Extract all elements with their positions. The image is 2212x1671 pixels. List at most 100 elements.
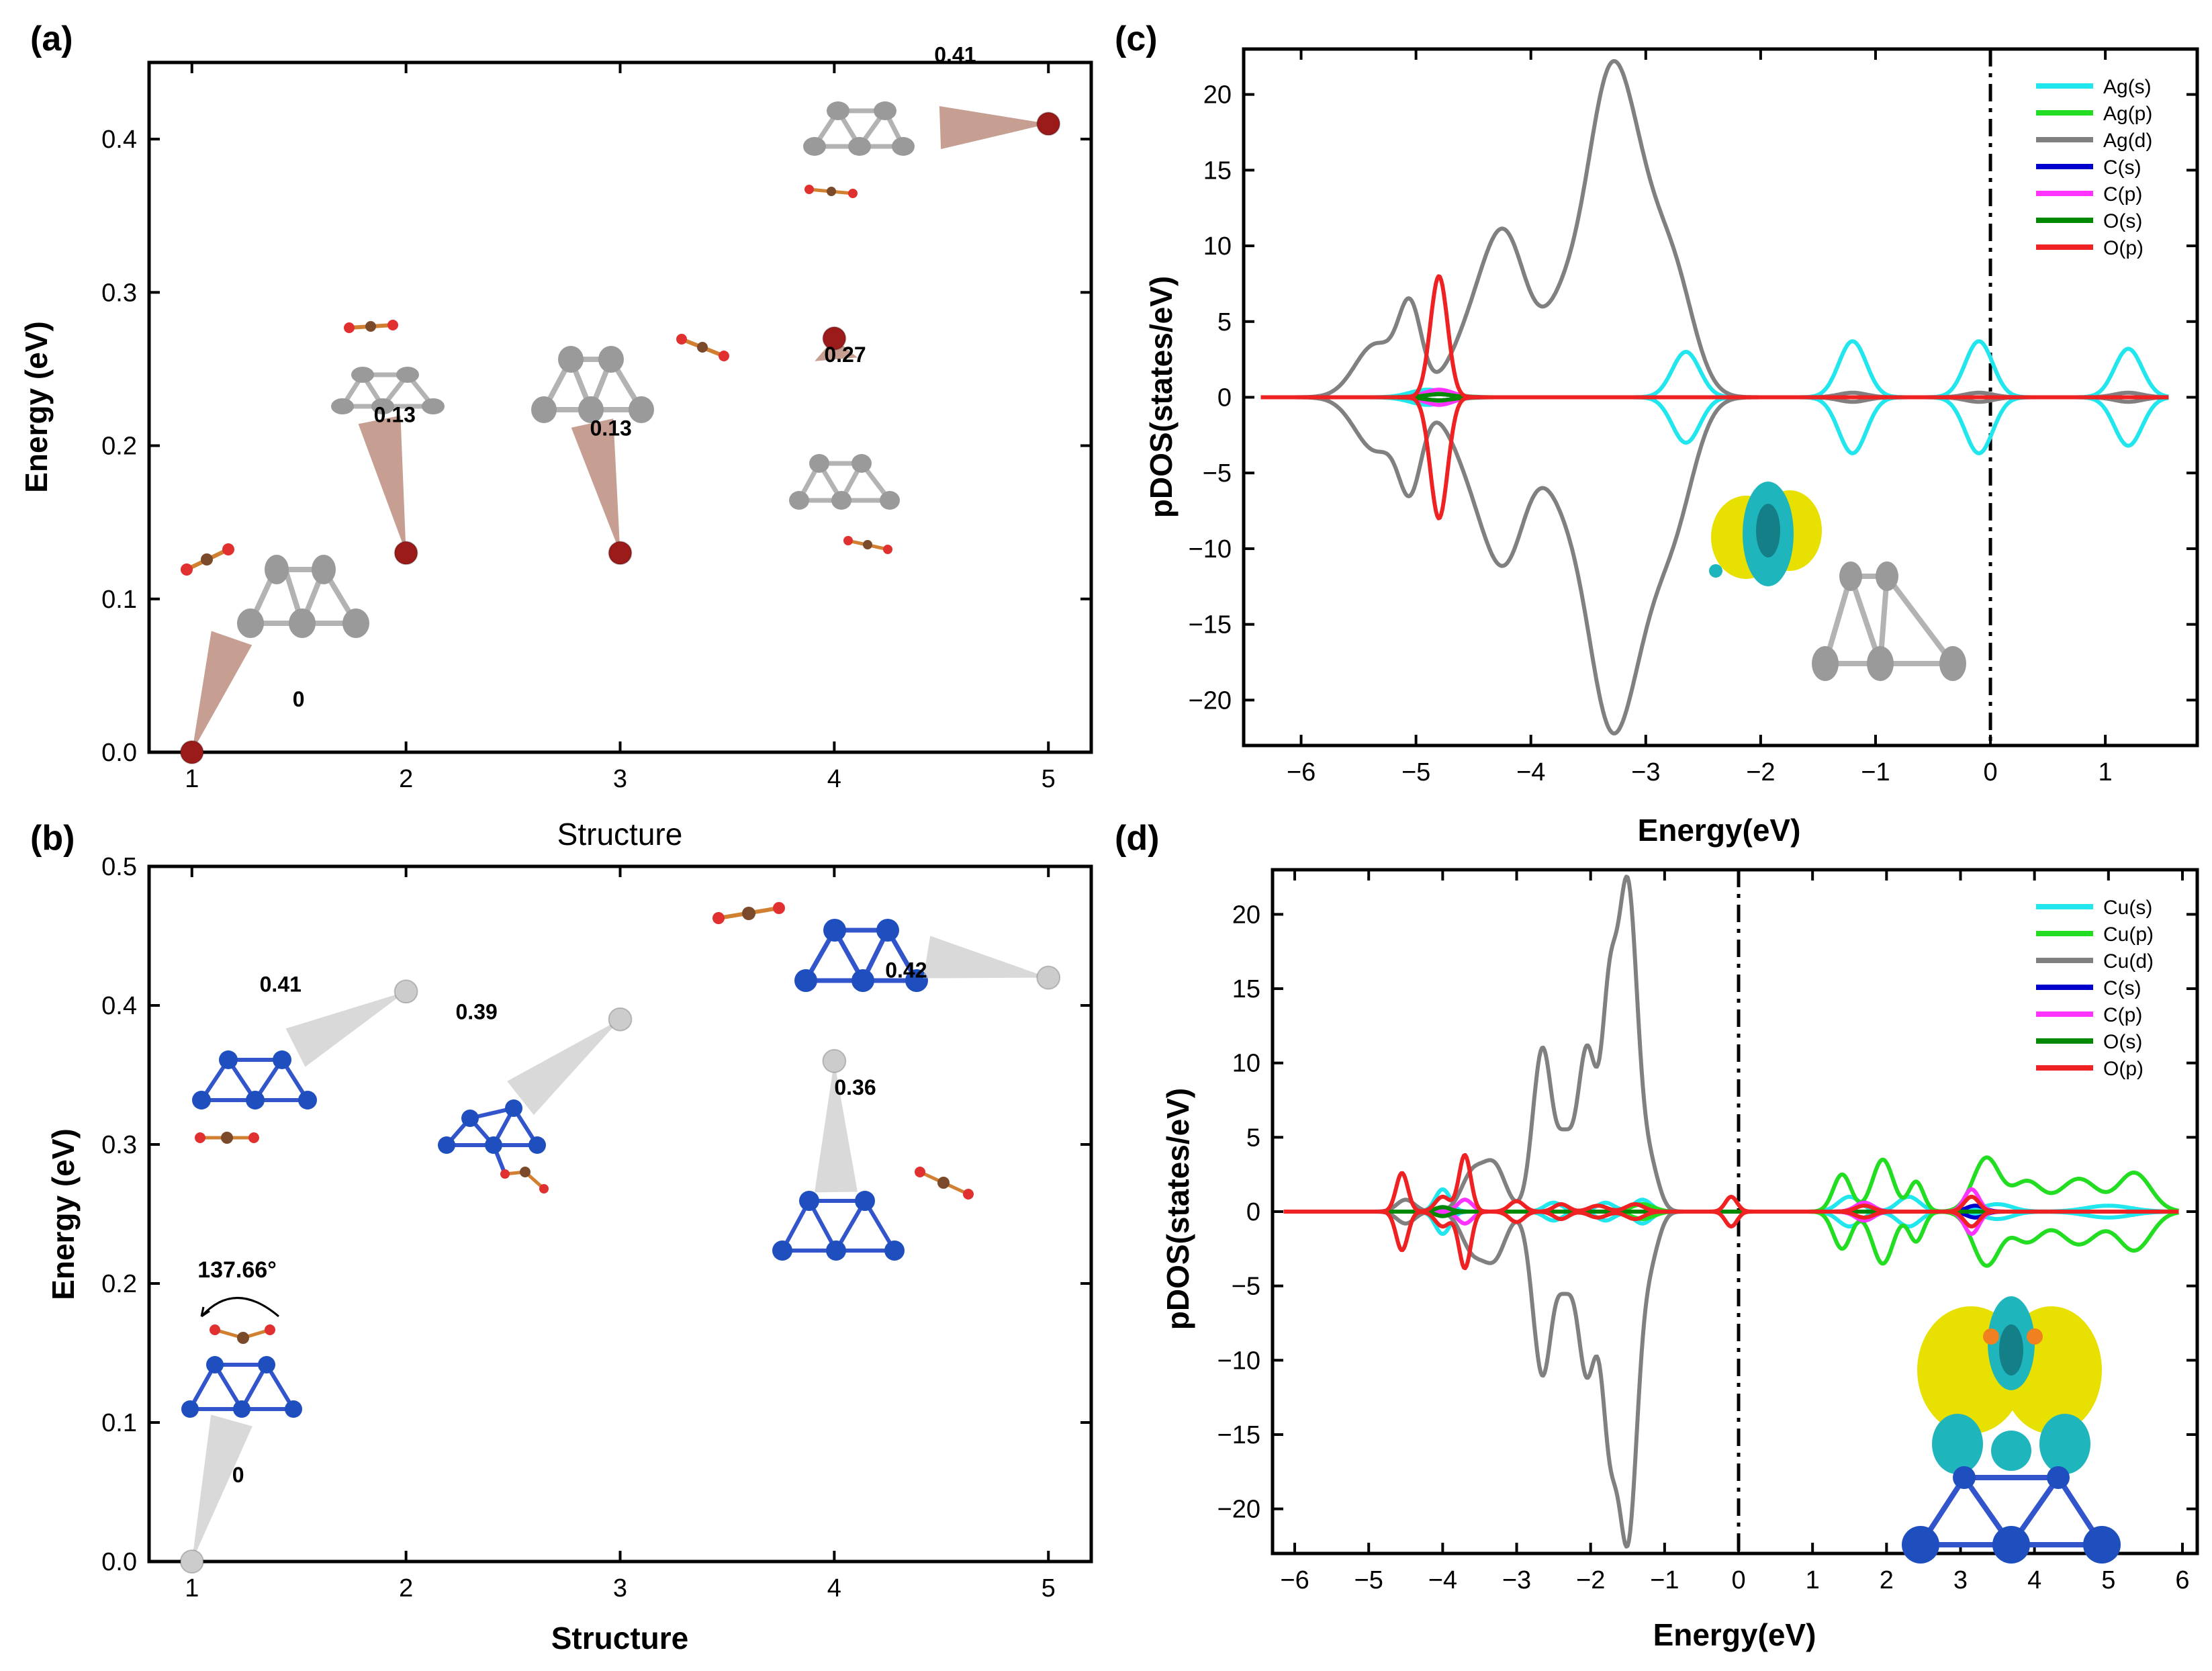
dos-series-line bbox=[1260, 59, 2170, 400]
angle-annotation: 137.66° bbox=[197, 1257, 277, 1283]
x-tick-label: 3 bbox=[1953, 1566, 1968, 1594]
data-point bbox=[608, 1007, 633, 1032]
cu-cluster-icon bbox=[772, 1191, 905, 1261]
y-tick-label: 5 bbox=[1246, 1124, 1260, 1152]
x-tick-label: 1 bbox=[2099, 758, 2113, 786]
co2-molecule-icon bbox=[712, 902, 785, 924]
y-tick-label: −20 bbox=[1217, 1496, 1260, 1524]
co2-molecule-icon bbox=[843, 536, 892, 554]
structure-pointer bbox=[939, 106, 1049, 149]
panel-d-legend: Cu(s) Cu(p) Cu(d) C(s) C(p) O(s) O(p) bbox=[2036, 897, 2154, 1080]
ag-cluster-icon bbox=[531, 346, 654, 423]
y-tick-label: 0.0 bbox=[101, 739, 137, 767]
x-tick-label: 1 bbox=[185, 765, 199, 793]
y-tick-label: 15 bbox=[1232, 975, 1260, 1003]
legend-label: C(s) bbox=[2103, 156, 2141, 179]
y-tick-label: −10 bbox=[1189, 535, 1232, 563]
panel-b-points: 0 0.41 0.39 0.36 0.42 bbox=[179, 936, 1061, 1574]
legend-label: Cu(p) bbox=[2103, 923, 2154, 946]
structure-pointer bbox=[285, 991, 406, 1067]
structure-pointer bbox=[358, 415, 406, 553]
legend-label: O(s) bbox=[2103, 1031, 2142, 1053]
y-tick-label: 0.1 bbox=[101, 586, 137, 614]
legend-label: O(p) bbox=[2103, 237, 2144, 259]
x-tick-label: 4 bbox=[827, 1574, 841, 1602]
co2-molecule-icon bbox=[344, 320, 398, 333]
legend-label: C(s) bbox=[2103, 977, 2141, 999]
x-tick-label: 2 bbox=[1880, 1566, 1894, 1594]
ag-cluster-icon bbox=[237, 555, 369, 638]
x-tick-label: −4 bbox=[1516, 758, 1545, 786]
legend-label: O(s) bbox=[2103, 210, 2142, 232]
cu-cluster-icon bbox=[181, 1297, 302, 1418]
data-point bbox=[394, 541, 418, 566]
cu-cluster-icon bbox=[794, 919, 928, 992]
x-tick-label: 5 bbox=[2101, 1566, 2115, 1594]
x-tick-label: −5 bbox=[1401, 758, 1430, 786]
panel-c-ylabel: pDOS(states/eV) bbox=[1144, 276, 1179, 518]
data-label: 0.13 bbox=[590, 416, 632, 440]
ag-cluster-icon bbox=[803, 101, 915, 156]
x-tick-label: 0 bbox=[1731, 1566, 1745, 1594]
legend-label: C(p) bbox=[2103, 1004, 2142, 1026]
panel-c-legend: Ag(s) Ag(p) Ag(d) C(s) C(p) O(s) O(p) bbox=[2036, 76, 2152, 259]
y-tick-label: 15 bbox=[1203, 156, 1232, 185]
structure-pointer bbox=[815, 1060, 858, 1193]
x-tick-label: 4 bbox=[827, 765, 841, 793]
panel-a-x-ticks: 1 2 3 4 5 bbox=[185, 62, 1056, 793]
co2-molecule-icon bbox=[915, 1167, 974, 1200]
x-tick-label: 3 bbox=[613, 1574, 627, 1602]
structure-pointer bbox=[923, 936, 1049, 979]
y-tick-label: 0 bbox=[1217, 384, 1232, 412]
y-tick-label: −5 bbox=[1232, 1273, 1260, 1301]
panel-a-xlabel: Structure bbox=[557, 817, 683, 852]
panel-d-x-ticks: −6 −5 −4 −3 −2 −1 0 1 2 3 4 5 6 bbox=[1280, 870, 2190, 1594]
y-tick-label: 10 bbox=[1232, 1050, 1260, 1078]
legend-label: Ag(d) bbox=[2103, 130, 2152, 152]
panel-a-label: (a) bbox=[30, 19, 73, 58]
x-tick-label: 4 bbox=[2027, 1566, 2041, 1594]
dos-series-line bbox=[1283, 1210, 2180, 1268]
y-tick-label: 0.1 bbox=[101, 1409, 137, 1437]
data-point bbox=[608, 541, 633, 566]
panel-a-structure-insets bbox=[181, 101, 915, 638]
x-tick-label: 2 bbox=[399, 1574, 413, 1602]
data-label: 0.42 bbox=[885, 958, 927, 983]
dos-series-line bbox=[1260, 395, 2170, 455]
cu-cluster-icon bbox=[438, 1099, 549, 1193]
data-point bbox=[822, 326, 847, 351]
panel-c-x-ticks: −6 −5 −4 −3 −2 −1 0 1 bbox=[1287, 49, 2113, 786]
charge-density-inset-icon bbox=[1902, 1296, 2121, 1564]
panel-c-label: (c) bbox=[1115, 19, 1158, 58]
y-tick-label: 0.0 bbox=[101, 1548, 137, 1576]
legend-label: C(p) bbox=[2103, 183, 2142, 206]
data-label: 0.39 bbox=[456, 1000, 498, 1024]
y-tick-label: 20 bbox=[1203, 81, 1232, 109]
panel-a-y-ticks: 0.0 0.1 0.2 0.3 0.4 bbox=[101, 126, 1091, 767]
panel-b-label: (b) bbox=[30, 819, 75, 858]
data-point bbox=[394, 979, 418, 1004]
y-tick-label: 0.4 bbox=[101, 126, 137, 154]
y-tick-label: 0.3 bbox=[101, 1131, 137, 1159]
panel-b: (b) 0.0 0.1 0.2 0.3 0.4 0.5 1 2 3 4 5 Structure E… bbox=[30, 819, 1093, 1656]
panel-a-ylabel: Energy (eV) bbox=[19, 321, 54, 493]
y-tick-label: 0 bbox=[1246, 1198, 1260, 1226]
structure-pointer bbox=[191, 631, 252, 752]
x-tick-label: 1 bbox=[185, 1574, 199, 1602]
x-tick-label: −1 bbox=[1650, 1566, 1679, 1594]
x-tick-label: −2 bbox=[1746, 758, 1775, 786]
x-tick-label: 5 bbox=[1042, 1574, 1056, 1602]
structure-pointer bbox=[191, 1414, 252, 1562]
panel-d-xlabel: Energy(eV) bbox=[1653, 1617, 1816, 1652]
panel-b-x-ticks: 1 2 3 4 5 bbox=[185, 866, 1056, 1602]
panel-c-series bbox=[1260, 49, 2170, 746]
y-tick-label: 5 bbox=[1217, 308, 1232, 336]
y-tick-label: 0.2 bbox=[101, 433, 137, 461]
x-tick-label: −2 bbox=[1576, 1566, 1605, 1594]
y-tick-label: −10 bbox=[1217, 1347, 1260, 1375]
y-tick-label: −15 bbox=[1189, 611, 1232, 639]
legend-label: Ag(s) bbox=[2103, 76, 2152, 98]
